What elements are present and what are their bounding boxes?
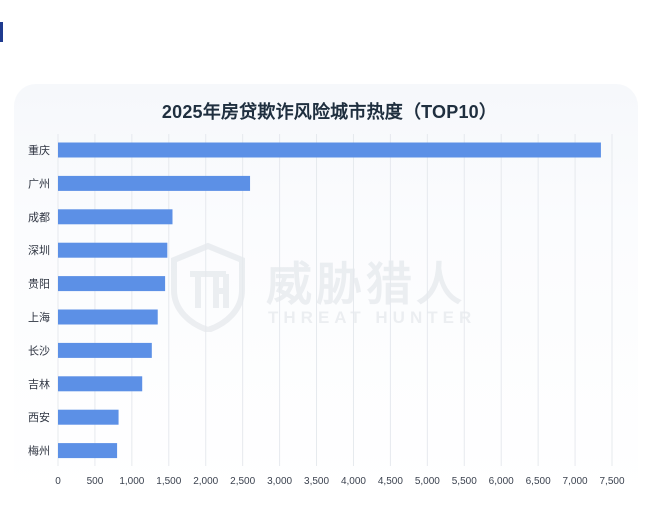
category-label: 贵阳: [28, 278, 50, 291]
x-tick-label: 5,000: [415, 476, 440, 487]
x-tick-label: 2,500: [230, 476, 255, 487]
x-tick-label-layer: 0 500 1,000 1,500 2,000 2,500 3,000 3,500 4,000 4…: [55, 476, 625, 487]
bar: [58, 142, 601, 158]
category-label: 成都: [28, 211, 50, 224]
x-tick-label: 0: [55, 476, 61, 487]
bar: [58, 309, 158, 325]
x-tick-label: 1,500: [156, 476, 181, 487]
category-label: 上海: [28, 310, 50, 324]
bar: [58, 376, 143, 392]
bar: [58, 242, 168, 258]
left-accent-bar: [0, 22, 3, 42]
category-label: 梅州: [28, 444, 50, 458]
x-tick-label: 5,500: [452, 476, 477, 487]
category-label: 深圳: [28, 244, 50, 257]
bar: [58, 443, 118, 459]
x-tick-label: 500: [87, 476, 104, 487]
bar: [58, 409, 119, 425]
bar: [58, 209, 173, 225]
x-tick-label: 2,000: [193, 476, 218, 487]
bar-layer: [58, 142, 601, 459]
bar: [58, 342, 152, 358]
x-tick-label: 1,000: [119, 476, 144, 487]
category-label: 广州: [28, 177, 50, 190]
chart-title: 2025年房贷欺诈风险城市热度（TOP10）: [161, 102, 498, 122]
category-label: 长沙: [28, 344, 50, 357]
x-tick-label: 4,000: [341, 476, 366, 487]
category-label: 吉林: [28, 377, 50, 391]
x-tick-label: 3,000: [267, 476, 292, 487]
bar: [58, 276, 166, 292]
x-tick-label: 7,500: [599, 476, 624, 487]
category-label: 重庆: [28, 143, 50, 157]
x-tick-label: 4,500: [378, 476, 403, 487]
x-tick-label: 7,000: [563, 476, 588, 487]
x-tick-label: 6,000: [489, 476, 514, 487]
x-tick-label: 3,500: [304, 476, 329, 487]
bar: [58, 175, 251, 191]
category-label: 西安: [28, 410, 50, 424]
x-tick-label: 6,500: [526, 476, 551, 487]
